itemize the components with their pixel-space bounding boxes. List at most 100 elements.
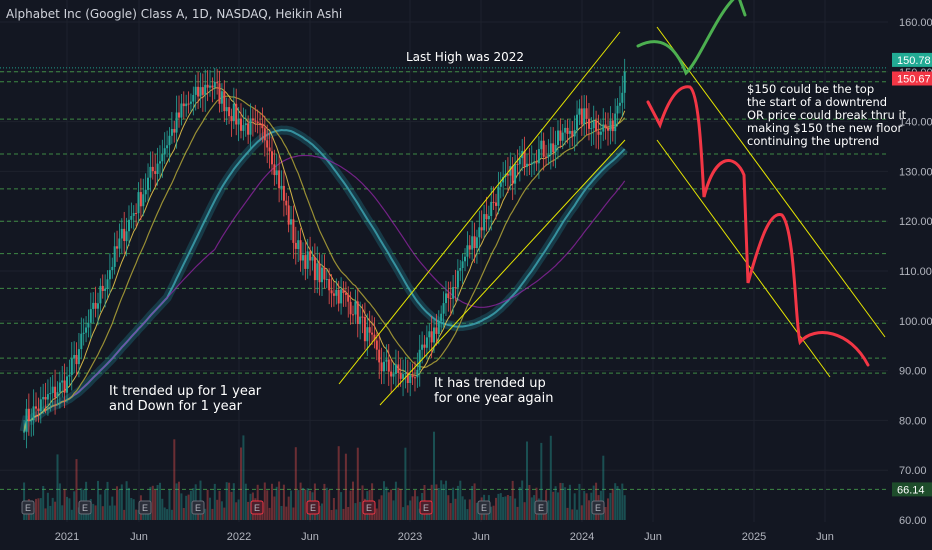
candle-body <box>290 219 292 225</box>
volume-bar <box>106 481 109 520</box>
candle-body <box>82 332 85 334</box>
candle-body <box>92 302 95 309</box>
volume-bar <box>213 483 216 520</box>
volume-bar <box>154 489 157 520</box>
volume-bar <box>614 483 617 520</box>
earnings-box <box>250 500 264 515</box>
candle-body <box>383 361 385 372</box>
earnings-box <box>419 500 433 515</box>
volume-bar <box>123 509 126 520</box>
candle-body <box>588 118 590 129</box>
candle-body <box>495 202 497 206</box>
candle-body <box>475 237 478 248</box>
volume-bar <box>447 495 450 520</box>
volume-bar <box>506 495 509 520</box>
volume-bar <box>530 497 533 520</box>
volume-bar <box>375 508 378 520</box>
candle-body <box>449 298 452 299</box>
volume-bar <box>287 496 290 520</box>
candle-body <box>156 163 159 174</box>
volume-bar <box>290 490 292 520</box>
candle-body <box>163 148 166 155</box>
candle-body <box>552 143 555 153</box>
volume-bar <box>611 488 614 520</box>
candle-body <box>509 166 512 176</box>
volume-bar <box>411 496 414 520</box>
earnings-box <box>477 500 491 515</box>
volume-bar <box>437 488 440 520</box>
candle-body <box>211 85 214 88</box>
volume-bar <box>392 500 395 520</box>
candle-body <box>154 171 157 174</box>
volume-bar <box>397 487 400 520</box>
volume-bar <box>302 487 304 520</box>
x-tick-label: Jun <box>130 531 148 543</box>
trend-channel-line <box>656 26 886 338</box>
x-tick-label: Jun <box>816 531 834 543</box>
volume-bar <box>361 485 364 520</box>
volume-bar <box>230 491 233 520</box>
candle-body <box>35 406 37 409</box>
volume-bar <box>607 498 609 520</box>
volume-bar <box>318 505 321 520</box>
candle-body <box>46 394 49 400</box>
volume-bar <box>94 505 97 520</box>
volume-bar <box>516 506 519 520</box>
price-badge <box>892 482 932 497</box>
x-tick-label: 2022 <box>227 531 251 543</box>
volume-bar <box>120 484 123 520</box>
candle-body <box>428 331 431 338</box>
volume-bar <box>454 498 457 520</box>
earnings-label: E <box>423 503 429 513</box>
x-tick-label: 2025 <box>742 531 766 543</box>
volume-bar <box>328 489 331 520</box>
candle-body <box>456 270 459 288</box>
earnings-marker: E <box>306 500 320 515</box>
candle-body <box>392 374 395 377</box>
volume-bar <box>180 493 183 520</box>
candle-body <box>618 102 621 106</box>
volume-bar <box>509 496 512 520</box>
volume-bar <box>385 486 388 520</box>
candle-body <box>61 380 64 383</box>
volume-bar <box>304 489 307 520</box>
candle-body <box>621 92 624 103</box>
y-tick-label: 60.00 <box>899 515 927 527</box>
volume-bar <box>37 498 40 520</box>
earnings-marker: E <box>250 500 264 515</box>
volume-bar <box>49 505 52 520</box>
volume-bar <box>170 509 173 520</box>
candle-body <box>237 118 240 125</box>
candle-body <box>68 375 71 377</box>
candle-body <box>385 359 388 362</box>
candle-body <box>511 166 514 184</box>
annotation-last-high: Last High was 2022 <box>406 50 524 64</box>
volume-bar <box>347 507 350 520</box>
volume-bar <box>75 459 78 520</box>
y-tick-label: 120.00 <box>899 216 932 228</box>
volume-bar <box>418 508 421 520</box>
volume-bar <box>330 510 333 520</box>
candle-body <box>394 364 397 374</box>
volume-bar <box>468 499 471 520</box>
candle-body <box>147 177 149 190</box>
candle-body <box>175 112 178 133</box>
volume-bar <box>518 487 521 520</box>
volume-bar <box>499 493 502 520</box>
candle-body <box>273 164 276 176</box>
candle-body <box>311 257 314 261</box>
candle-body <box>97 303 99 309</box>
candle-body <box>23 431 26 433</box>
candle-body <box>437 320 440 334</box>
candle-body <box>185 103 188 107</box>
volume-bar <box>561 483 564 520</box>
volume-bar <box>387 492 390 520</box>
volume-bar <box>609 492 612 520</box>
volume-bar <box>378 499 381 520</box>
volume-bar <box>125 481 128 520</box>
candle-body <box>344 293 347 295</box>
candle-body <box>535 162 538 164</box>
x-tick-label: Jun <box>472 531 490 543</box>
annotation-top-note: $150 could be the top the start of a dow… <box>747 82 907 148</box>
